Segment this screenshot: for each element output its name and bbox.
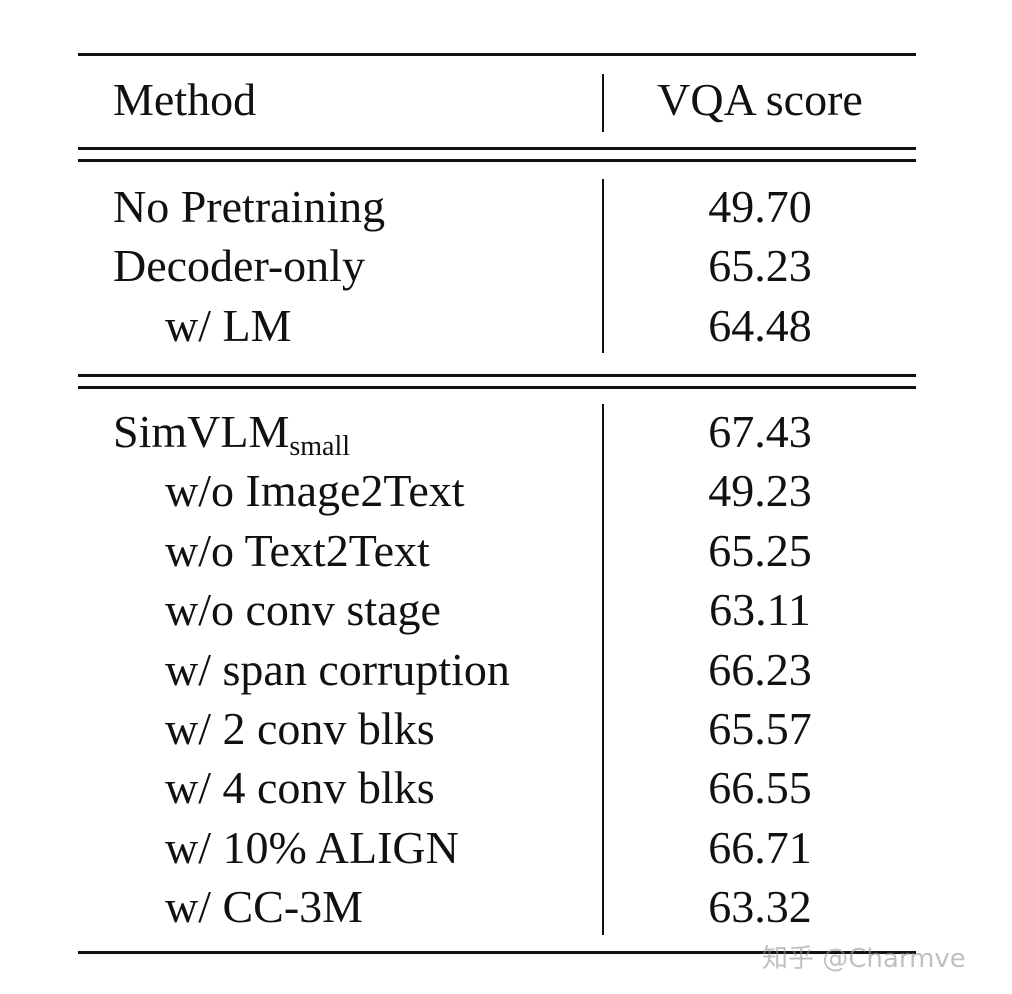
method-text: Decoder-only (113, 240, 365, 292)
method-text: w/ 4 conv blks (165, 762, 435, 814)
method-text: w/ 10% ALIGN (165, 821, 459, 873)
method-cell: w/ CC-3M (165, 879, 363, 935)
score-cell: 49.23 (708, 465, 812, 517)
column-divider (602, 74, 604, 132)
method-cell: w/o conv stage (165, 582, 441, 638)
method-cell: w/ 2 conv blks (165, 701, 435, 757)
method-cell: No Pretraining (113, 179, 385, 235)
header-rule (78, 147, 916, 150)
header-rule (78, 159, 916, 162)
method-text: w/ 2 conv blks (165, 703, 435, 754)
method-text: w/o conv stage (165, 584, 441, 636)
group-rule (78, 374, 916, 377)
method-text: No Pretraining (113, 181, 386, 232)
score-cell: 65.25 (708, 524, 812, 576)
method-subscript: small (289, 431, 351, 462)
method-cell: w/ LM (165, 298, 292, 354)
column-divider (602, 179, 604, 354)
method-cell: w/ 4 conv blks (165, 760, 435, 816)
score-cell: 64.48 (708, 299, 812, 351)
method-cell: Decoder-only (113, 238, 365, 294)
score-cell: 63.11 (709, 584, 811, 636)
column-divider (602, 404, 604, 935)
method-text: w/o Image2Text (165, 465, 465, 517)
top-rule (78, 53, 916, 56)
score-cell: 65.23 (708, 240, 812, 292)
method-cell: w/o Image2Text (165, 463, 465, 519)
method-text: w/ span corruption (165, 643, 510, 695)
method-cell: w/o Text2Text (165, 523, 430, 579)
method-text: w/ CC-3M (165, 881, 364, 933)
score-cell: 67.43 (708, 406, 812, 457)
method-text: w/o Text2Text (165, 524, 430, 576)
score-cell: 66.55 (708, 762, 812, 814)
method-cell: w/ 10% ALIGN (165, 820, 459, 876)
score-cell: 65.57 (708, 703, 812, 754)
group-rule (78, 386, 916, 389)
bottom-rule (78, 951, 916, 954)
method-cell: w/ span corruption (165, 642, 510, 698)
score-cell: 66.23 (708, 643, 812, 695)
score-cell: 49.70 (708, 181, 812, 232)
watermark: 知乎 @Charmve (762, 944, 966, 974)
score-cell: 66.71 (708, 821, 812, 873)
score-cell: 63.32 (708, 881, 812, 933)
header-score: VQA score (657, 74, 863, 125)
header-method: Method (113, 74, 257, 125)
method-text: w/ LM (165, 299, 292, 351)
method-cell: SimVLMsmall (113, 404, 351, 462)
method-text: SimVLM (113, 406, 290, 457)
